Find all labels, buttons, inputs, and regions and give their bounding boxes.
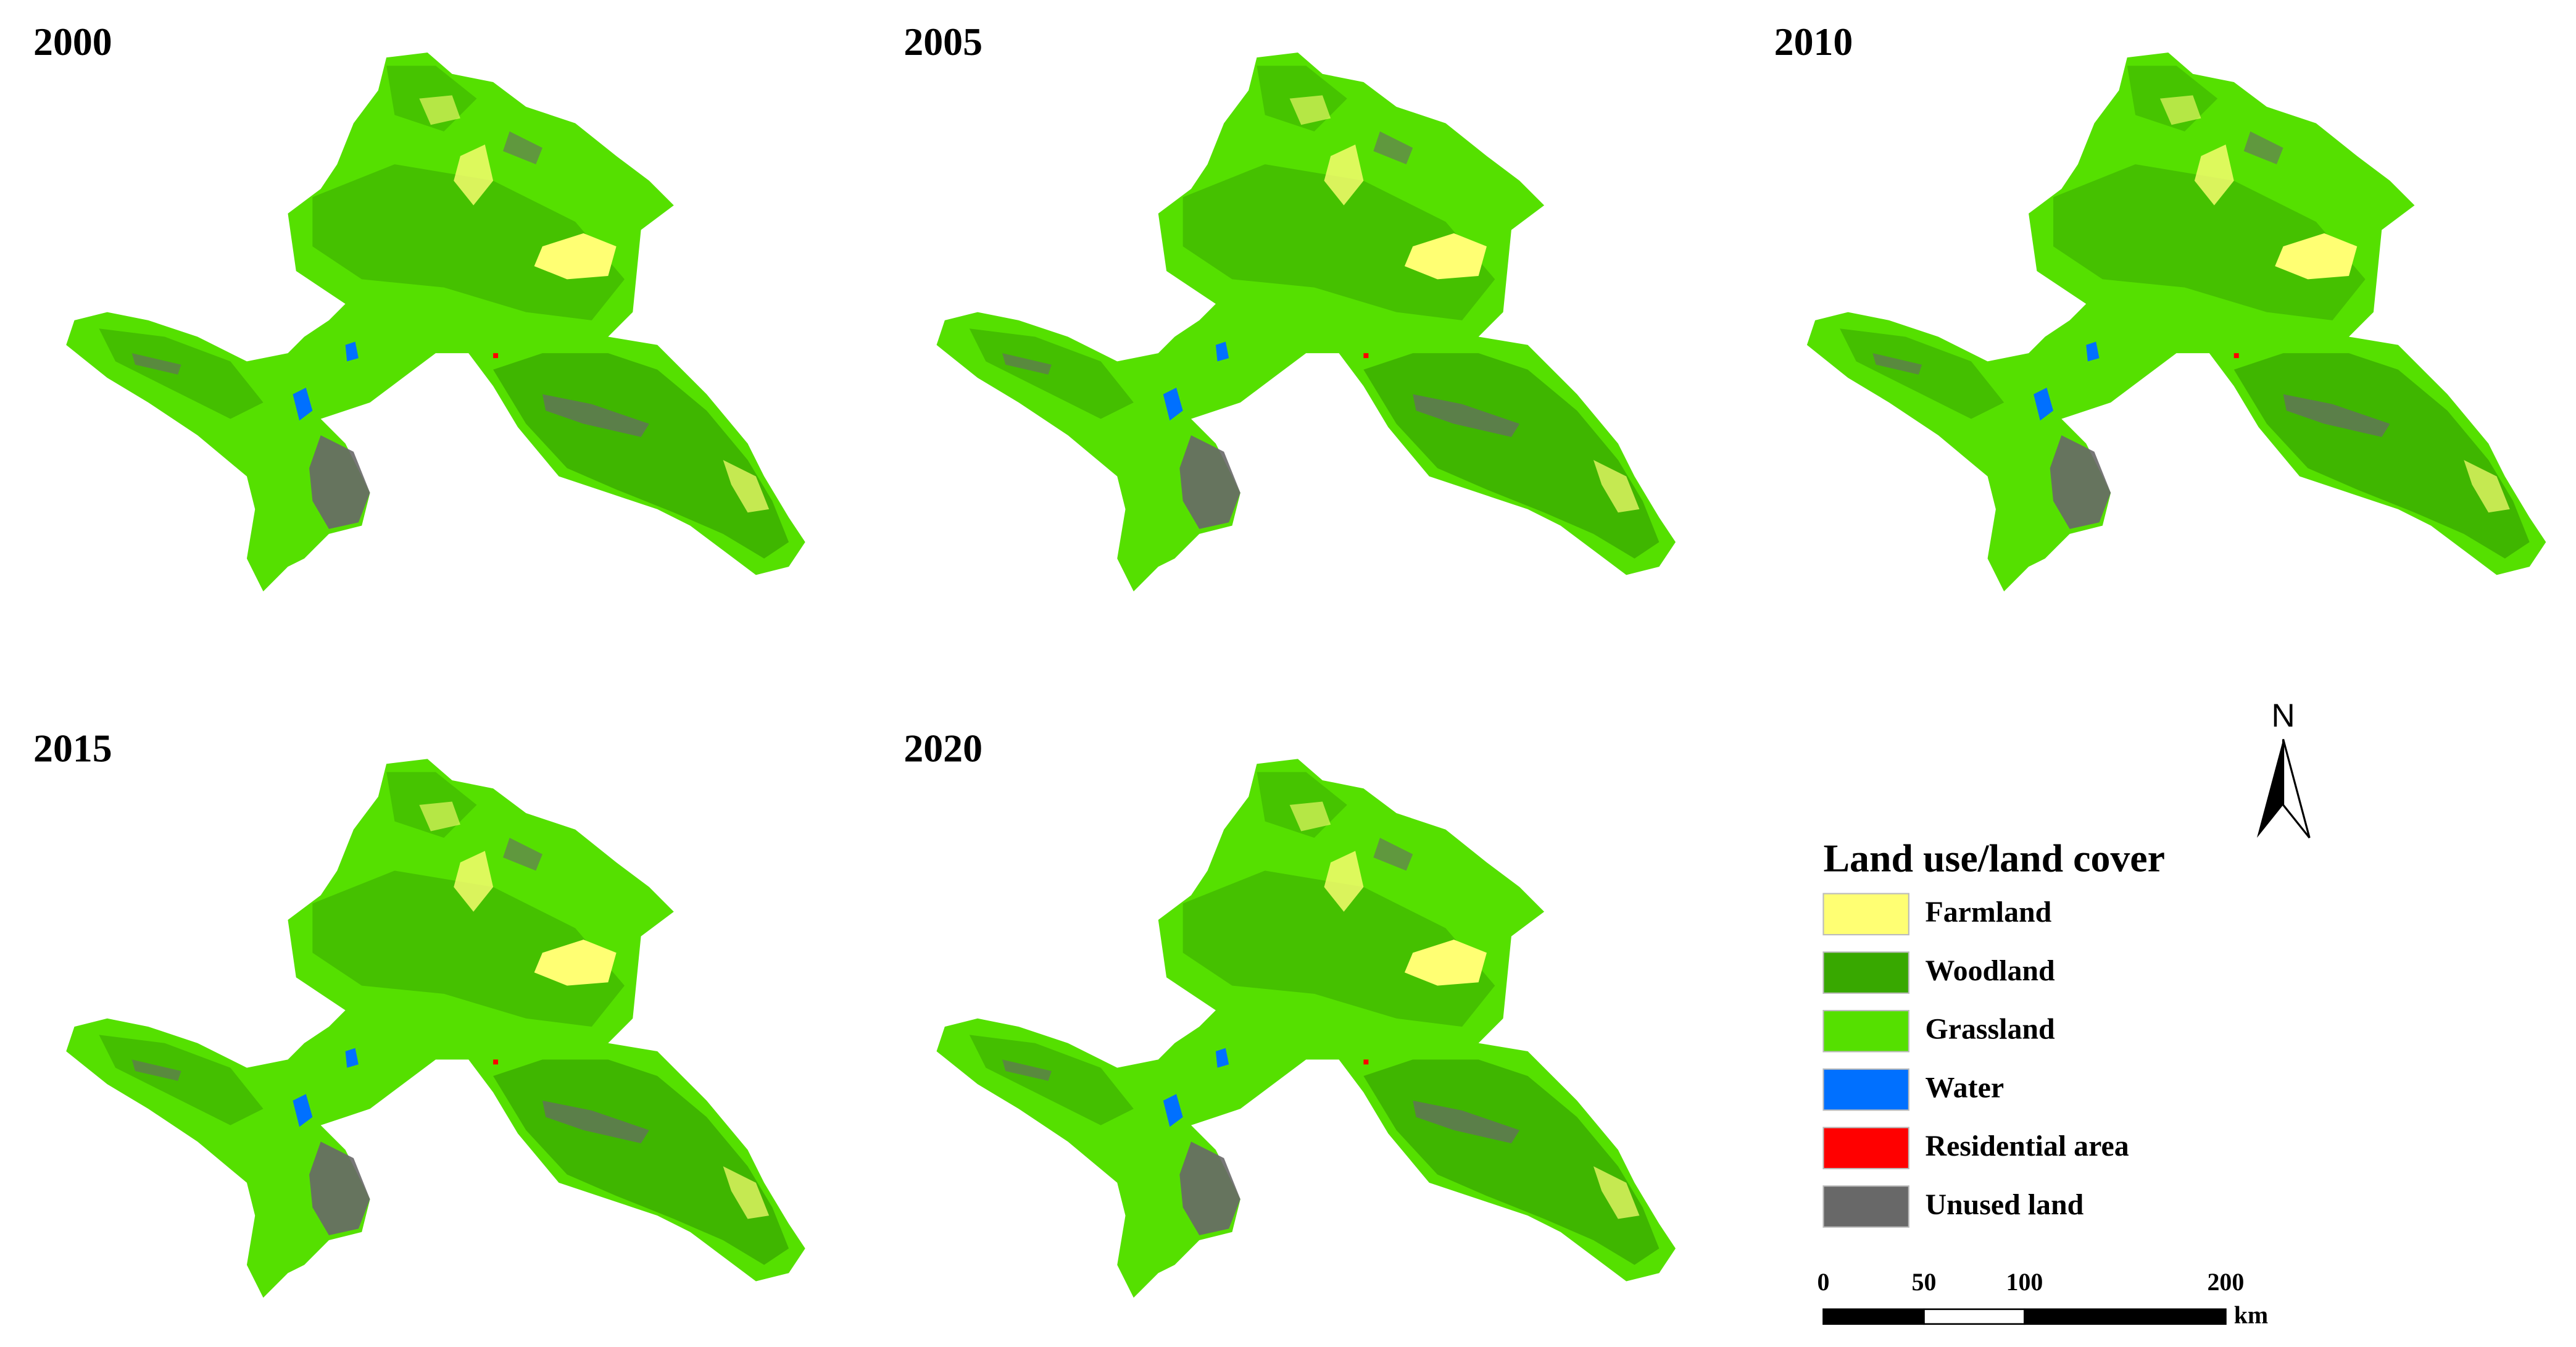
north-arrow-left bbox=[2256, 739, 2283, 838]
map-year: 2010 bbox=[1774, 20, 1853, 64]
legend-label: Farmland bbox=[1925, 896, 2051, 928]
map-year: 2000 bbox=[33, 20, 112, 64]
legend-label: Unused land bbox=[1925, 1188, 2084, 1221]
north-arrow-right bbox=[2282, 739, 2311, 839]
land-cover-map bbox=[66, 52, 805, 591]
map-panel: 2015 bbox=[33, 726, 805, 1298]
legend-swatch bbox=[1822, 1009, 1909, 1053]
scale-tick-label: 200 bbox=[2207, 1268, 2244, 1296]
land-cover-map bbox=[66, 759, 805, 1298]
scale-tick-label: 0 bbox=[1818, 1268, 1830, 1296]
land-cover-map bbox=[1806, 52, 2546, 591]
north-label: N bbox=[2271, 698, 2295, 734]
legend-label: Grassland bbox=[1925, 1013, 2055, 1046]
legend-swatch bbox=[1822, 1127, 1909, 1170]
map-panel: 2005 bbox=[904, 20, 1676, 591]
legend-swatch bbox=[1822, 893, 1909, 936]
legend-swatch bbox=[1822, 1068, 1909, 1111]
scale-segment bbox=[1822, 1308, 1925, 1325]
land-cover-map bbox=[936, 759, 1676, 1298]
scale-unit: km bbox=[2234, 1301, 2268, 1328]
map-year: 2005 bbox=[904, 20, 983, 64]
map-year: 2020 bbox=[904, 726, 983, 770]
scale-segment bbox=[1923, 1308, 2025, 1325]
map-panel: 2010 bbox=[1774, 20, 2546, 591]
legend: Land use/land cover Farmland Woodland Gras… bbox=[1822, 836, 2165, 1228]
scale-bar: 0 50 100 200 km bbox=[1818, 1268, 2269, 1328]
north-arrow: N bbox=[2256, 698, 2311, 839]
scale-tick-label: 50 bbox=[1912, 1268, 1937, 1296]
legend-label: Water bbox=[1925, 1071, 2004, 1104]
legend-title: Land use/land cover bbox=[1823, 836, 2165, 880]
scale-tick-label: 100 bbox=[2006, 1268, 2043, 1296]
legend-swatch bbox=[1822, 951, 1909, 994]
legend-label: Residential area bbox=[1925, 1130, 2129, 1162]
legend-swatch bbox=[1822, 1185, 1909, 1228]
land-cover-map bbox=[936, 52, 1676, 591]
scale-segment bbox=[2024, 1308, 2227, 1325]
map-year: 2015 bbox=[33, 726, 112, 770]
map-panel: 2020 bbox=[904, 726, 1676, 1298]
legend-label: Woodland bbox=[1925, 954, 2055, 987]
map-panel: 2000 bbox=[33, 20, 805, 591]
